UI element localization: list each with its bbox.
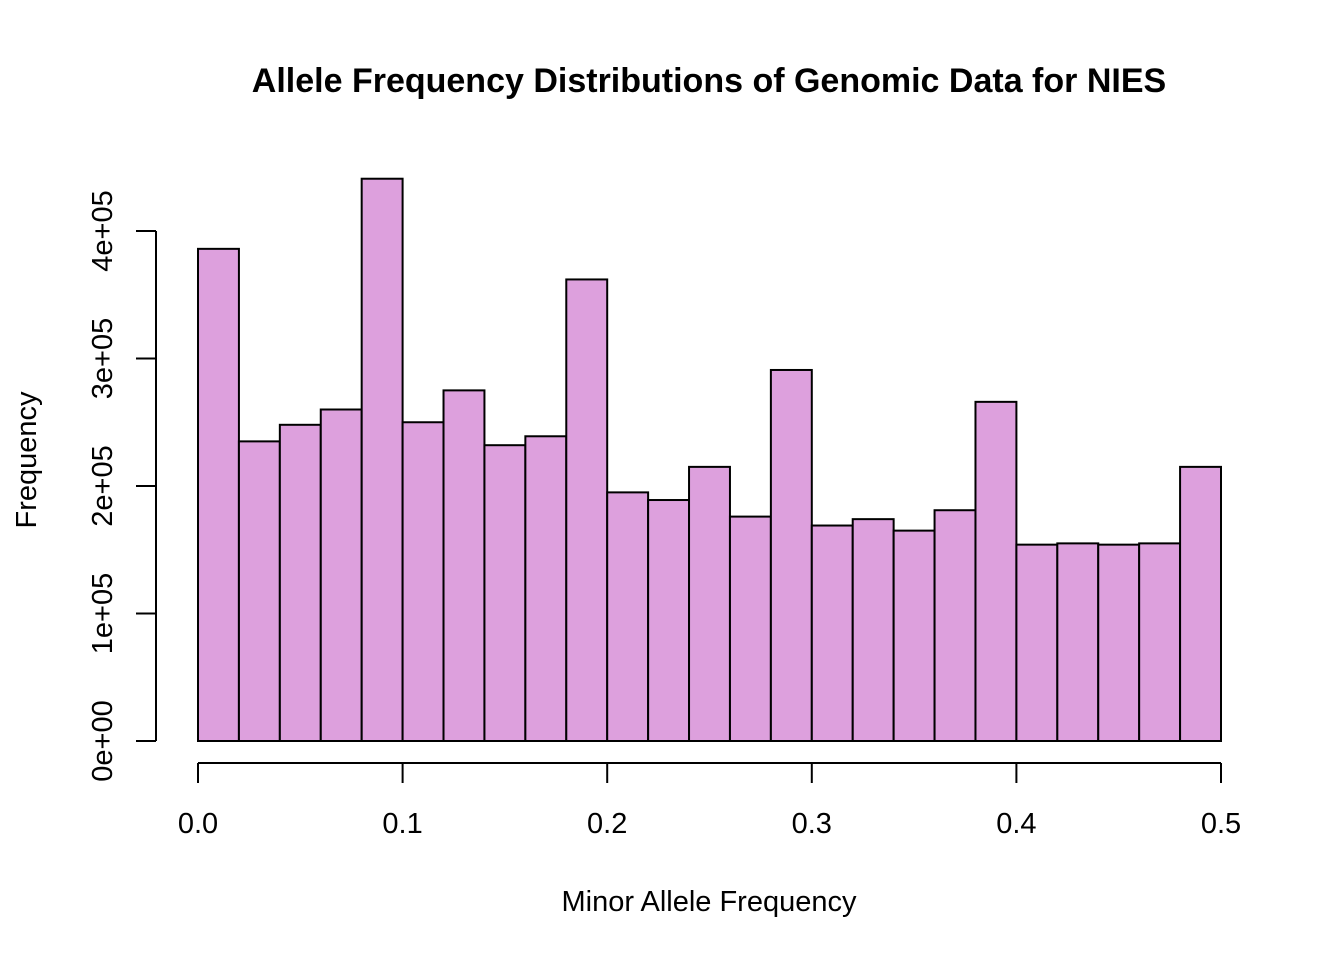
histogram-bar xyxy=(810,524,854,743)
x-tick-label: 0.4 xyxy=(996,808,1036,840)
histogram-bar xyxy=(1056,542,1100,742)
histogram-bar xyxy=(197,247,240,742)
x-tick-label: 0.3 xyxy=(792,808,832,840)
x-axis-label: Minor Allele Frequency xyxy=(562,886,857,918)
histogram-bar xyxy=(360,177,404,743)
histogram-bar xyxy=(933,509,977,742)
histogram-bar xyxy=(1138,542,1182,742)
y-axis-label: Frequency xyxy=(11,391,43,529)
x-tick-label: 0.1 xyxy=(382,808,422,840)
histogram-bar xyxy=(1179,465,1222,742)
y-tick-label: 0e+00 xyxy=(87,700,119,781)
histogram-bar xyxy=(319,408,363,742)
histogram-bar xyxy=(851,518,895,743)
histogram-bar xyxy=(524,435,568,742)
histogram-bar xyxy=(1015,543,1059,743)
x-axis: 0.0 0.1 0.2 0.3 0.4 0.5 xyxy=(178,762,1241,840)
histogram-bar xyxy=(483,444,527,742)
bars-group xyxy=(197,177,1222,743)
histogram-bar xyxy=(728,515,772,742)
chart-title: Allele Frequency Distributions of Genomi… xyxy=(252,62,1166,100)
x-tick-label: 0.0 xyxy=(178,808,218,840)
histogram-bar xyxy=(442,389,486,742)
histogram-bar xyxy=(647,499,691,742)
y-tick-label: 1e+05 xyxy=(87,573,119,654)
y-tick-label: 2e+05 xyxy=(87,445,119,526)
y-tick-label: 3e+05 xyxy=(87,318,119,399)
histogram-bar xyxy=(237,440,281,742)
x-tick-label: 0.5 xyxy=(1201,808,1241,840)
histogram-bar xyxy=(974,400,1018,742)
histogram-bar xyxy=(565,278,609,742)
histogram-bar xyxy=(892,529,936,742)
histogram-bar xyxy=(278,423,322,742)
histogram-bar xyxy=(606,491,650,742)
histogram-bar xyxy=(1097,543,1141,743)
y-axis: 0e+00 1e+05 2e+05 3e+05 4e+05 xyxy=(87,190,157,782)
histogram-bar xyxy=(769,368,813,742)
histogram-bar xyxy=(401,421,445,742)
x-tick-label: 0.2 xyxy=(587,808,627,840)
histogram-bar xyxy=(688,465,731,742)
y-tick-label: 4e+05 xyxy=(87,190,119,271)
